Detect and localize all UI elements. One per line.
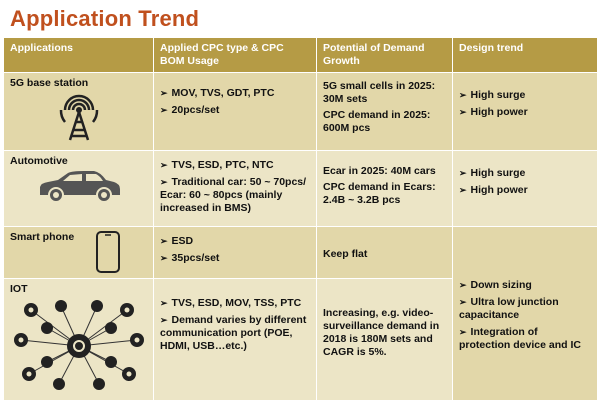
table-row: IOT	[3, 278, 598, 401]
design-item: Integration of protection device and IC	[459, 326, 591, 352]
cpc-cell-iot: TVS, ESD, MOV, TSS, PTC Demand varies by…	[153, 278, 317, 401]
app-cell-automotive: Automotive	[3, 150, 154, 227]
app-name-5g: 5G base station	[10, 77, 89, 89]
iot-network-icon	[13, 300, 144, 390]
demand-item: CPC demand in 2025: 600M pcs	[323, 109, 431, 134]
app-cell-iot: IOT	[3, 278, 154, 401]
cpc-cell-5g: MOV, TVS, GDT, PTC 20pcs/set	[153, 72, 317, 151]
header-cpc-type: Applied CPC type & CPC BOM Usage	[153, 37, 317, 73]
design-cell-automotive: High surge High power	[452, 150, 598, 227]
app-cell-smartphone: Smart phone	[3, 226, 154, 279]
cpc-item: TVS, ESD, MOV, TSS, PTC	[160, 297, 310, 310]
cpc-cell-automotive: TVS, ESD, PTC, NTC Traditional car: 50 ~…	[153, 150, 317, 227]
design-item: High power	[459, 106, 591, 119]
design-item: Down sizing	[459, 279, 591, 292]
table-row: Automotive TVS, ESD, PTC, NTC Tradition	[3, 150, 598, 227]
demand-item: 5G small cells in 2025: 30M sets	[323, 80, 436, 105]
demand-item: Increasing, e.g. video-surveillance dema…	[323, 307, 440, 358]
design-item: High power	[459, 184, 591, 197]
header-design: Design trend	[452, 37, 598, 73]
demand-item: Keep flat	[323, 247, 368, 260]
cpc-item: TVS, ESD, PTC, NTC	[160, 159, 310, 172]
app-name-automotive: Automotive	[10, 155, 68, 167]
demand-item: Ecar in 2025: 40M cars	[323, 165, 436, 177]
app-name-smartphone: Smart phone	[10, 231, 75, 243]
design-item: Ultra low junction capacitance	[459, 296, 591, 322]
cpc-item: Traditional car: 50 ~ 70pcs/ Ecar: 60 ~ …	[160, 176, 310, 215]
cpc-item: 35pcs/set	[160, 252, 310, 265]
application-trend-table: Applications Applied CPC type & CPC BOM …	[3, 37, 598, 401]
cpc-cell-smartphone: ESD 35pcs/set	[153, 226, 317, 279]
app-name-iot: IOT	[10, 283, 28, 295]
demand-cell-automotive: Ecar in 2025: 40M cars CPC demand in Eca…	[316, 150, 453, 227]
header-row: Applications Applied CPC type & CPC BOM …	[3, 37, 598, 73]
design-cell-shared: Down sizing Ultra low junction capacitan…	[452, 226, 598, 401]
cpc-item: Demand varies by different communication…	[160, 314, 310, 353]
cpc-item: 20pcs/set	[160, 104, 310, 117]
cell-tower-icon	[59, 94, 98, 141]
table-row: 5G base station MOV, TVS, GDT, PTC 20pc	[3, 72, 598, 151]
design-item: High surge	[459, 167, 591, 180]
design-cell-5g: High surge High power	[452, 72, 598, 151]
cpc-item: MOV, TVS, GDT, PTC	[160, 87, 310, 100]
header-applications: Applications	[3, 37, 154, 73]
smartphone-icon	[95, 231, 120, 273]
header-demand: Potential of Demand Growth	[316, 37, 453, 73]
page-title: Application Trend	[10, 6, 200, 31]
design-item: High surge	[459, 89, 591, 102]
demand-cell-5g: 5G small cells in 2025: 30M sets CPC dem…	[316, 72, 453, 151]
car-icon	[39, 171, 120, 203]
demand-cell-smartphone: Keep flat	[316, 226, 453, 279]
demand-cell-iot: Increasing, e.g. video-surveillance dema…	[316, 278, 453, 401]
table-row: Smart phone ESD 35pcs/set Keep flat Down…	[3, 226, 598, 401]
demand-item: CPC demand in Ecars: 2.4B ~ 3.2B pcs	[323, 181, 436, 206]
cpc-item: ESD	[160, 235, 310, 248]
app-cell-5g: 5G base station	[3, 72, 154, 151]
